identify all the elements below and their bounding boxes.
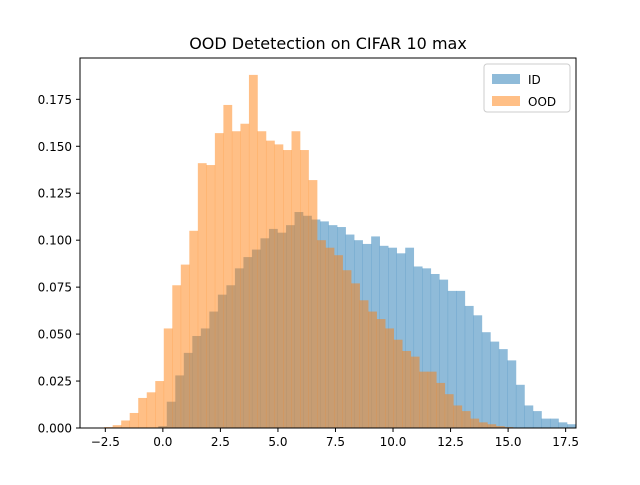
x-tick-label: 2.5 bbox=[211, 435, 230, 449]
bar-id bbox=[456, 290, 466, 428]
bar-ood bbox=[265, 140, 275, 428]
y-tick-label: 0.025 bbox=[38, 375, 72, 389]
bar-ood bbox=[385, 328, 395, 428]
y-tick-label: 0.175 bbox=[38, 93, 72, 107]
bar-ood bbox=[453, 405, 463, 428]
bar-id bbox=[558, 422, 568, 428]
x-tick-label: 17.5 bbox=[552, 435, 579, 449]
bar-id bbox=[549, 418, 559, 428]
y-tick-label: 0.000 bbox=[38, 422, 72, 436]
bar-id bbox=[447, 290, 457, 428]
x-tick-label: 5.0 bbox=[268, 435, 287, 449]
bar-ood bbox=[393, 339, 403, 428]
bar-id bbox=[422, 268, 432, 428]
bar-ood bbox=[368, 311, 377, 428]
legend-swatch-ood bbox=[492, 96, 520, 106]
bar-ood bbox=[274, 144, 284, 428]
axes-frame bbox=[79, 57, 577, 429]
bar-ood bbox=[359, 300, 369, 428]
y-tick-label: 0.125 bbox=[38, 187, 72, 201]
bar-ood bbox=[308, 180, 318, 428]
x-tick-label: 7.5 bbox=[326, 435, 345, 449]
bar-id bbox=[464, 305, 474, 428]
x-tick-label: 12.5 bbox=[437, 435, 464, 449]
y-tick-label: 0.100 bbox=[38, 234, 72, 248]
x-tick-label: 0.0 bbox=[153, 435, 172, 449]
bar-id bbox=[481, 332, 491, 428]
bar-ood bbox=[231, 131, 241, 428]
bar-ood bbox=[419, 371, 429, 428]
bar-ood bbox=[461, 411, 471, 428]
bar-ood bbox=[248, 74, 258, 428]
bar-id bbox=[430, 273, 440, 428]
bar-ood bbox=[257, 131, 267, 428]
bar-ood bbox=[427, 371, 437, 428]
bar-ood bbox=[495, 426, 505, 428]
bar-ood bbox=[334, 255, 343, 428]
bar-id bbox=[473, 315, 483, 428]
bar-ood bbox=[172, 285, 182, 428]
bar-id bbox=[524, 405, 534, 428]
bar-ood bbox=[351, 283, 360, 428]
legend: ID OOD bbox=[483, 63, 571, 113]
bar-ood bbox=[342, 270, 352, 428]
x-tick-label: 15.0 bbox=[495, 435, 522, 449]
bar-ood bbox=[155, 381, 165, 428]
bar-ood bbox=[206, 165, 216, 428]
bar-ood bbox=[436, 382, 446, 428]
y-tick-label: 0.050 bbox=[38, 328, 72, 342]
series-ood bbox=[104, 74, 514, 428]
bar-ood bbox=[112, 425, 122, 428]
x-tick-label: −2.5 bbox=[91, 435, 120, 449]
bar-ood bbox=[223, 104, 233, 428]
bar-id bbox=[413, 266, 423, 428]
legend-swatch-id bbox=[492, 74, 520, 84]
bar-id bbox=[567, 424, 576, 428]
bar-id bbox=[541, 418, 551, 428]
bars-layer bbox=[104, 74, 576, 428]
bar-id bbox=[532, 411, 542, 428]
bar-ood bbox=[487, 424, 497, 428]
bar-ood bbox=[402, 350, 412, 428]
bar-id bbox=[507, 360, 517, 428]
bar-ood bbox=[121, 420, 131, 428]
bar-ood bbox=[163, 328, 173, 428]
bar-id bbox=[498, 349, 508, 428]
bar-ood bbox=[325, 247, 335, 428]
bar-ood bbox=[214, 133, 224, 428]
bar-ood bbox=[444, 394, 454, 428]
y-tick-label: 0.150 bbox=[38, 140, 72, 154]
bar-ood bbox=[189, 230, 199, 428]
bar-ood bbox=[410, 356, 420, 428]
bar-id bbox=[439, 279, 449, 428]
bar-ood bbox=[376, 319, 386, 428]
bar-ood bbox=[180, 264, 190, 428]
bar-ood bbox=[300, 150, 309, 428]
bar-id bbox=[490, 341, 500, 428]
legend-label-id: ID bbox=[528, 73, 541, 87]
y-tick-label: 0.075 bbox=[38, 281, 72, 295]
bar-ood bbox=[291, 131, 301, 428]
bar-ood bbox=[478, 422, 488, 428]
x-tick-label: 10.0 bbox=[380, 435, 407, 449]
bar-ood bbox=[240, 123, 250, 428]
bar-id bbox=[515, 384, 525, 428]
chart-title: OOD Detetection on CIFAR 10 max bbox=[189, 34, 467, 53]
bar-ood bbox=[146, 392, 156, 428]
bar-ood bbox=[129, 412, 139, 428]
axes-layer: −2.5 0.0 2.5 5.0 7.5 10.0 12.5 15.0 17.5 0.000 0.0… bbox=[38, 57, 579, 449]
bar-ood bbox=[138, 397, 148, 428]
bar-id bbox=[405, 247, 415, 428]
bar-ood bbox=[317, 240, 326, 428]
bar-ood bbox=[283, 150, 292, 428]
bar-ood bbox=[197, 163, 207, 428]
legend-label-ood: OOD bbox=[528, 95, 556, 109]
bar-ood bbox=[470, 418, 480, 428]
